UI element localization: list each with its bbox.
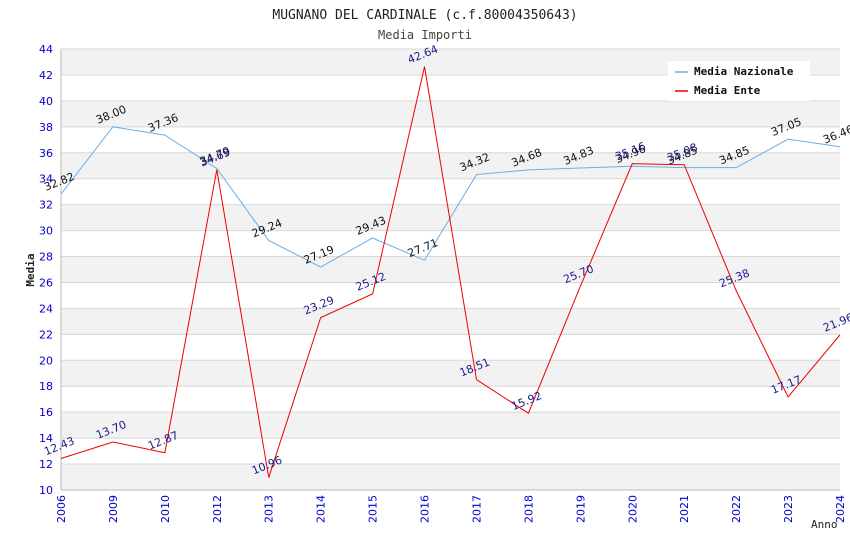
chart-title: MUGNANO DEL CARDINALE (c.f.80004350643) — [272, 8, 577, 23]
grid-band — [61, 308, 840, 335]
y-tick-label: 40 — [39, 95, 53, 108]
x-tick-label: 2021 — [678, 495, 691, 523]
y-tick-label: 30 — [39, 225, 53, 238]
y-tick-label: 14 — [39, 432, 53, 445]
y-tick-label: 22 — [39, 328, 53, 341]
y-tick-label: 18 — [39, 380, 53, 393]
x-tick-labels: 2006 2009 2010 2012 2013 2014 2015 2016 2017 2018… — [55, 495, 847, 523]
y-tick-label: 24 — [39, 302, 53, 315]
x-tick-label: 2017 — [470, 495, 483, 523]
y-tick-label: 10 — [39, 484, 53, 497]
x-tick-label: 2006 — [55, 495, 68, 523]
x-tick-label: 2012 — [211, 495, 224, 523]
grid-band — [61, 100, 840, 127]
grid-band — [61, 152, 840, 179]
y-tick-label: 20 — [39, 354, 53, 367]
x-tick-label: 2020 — [626, 495, 639, 523]
legend-label-nazionale: Media Nazionale — [694, 65, 794, 78]
x-tick-label: 2022 — [730, 495, 743, 523]
grid-bands — [61, 49, 840, 490]
y-tick-label: 16 — [39, 406, 53, 419]
y-tick-label: 44 — [39, 43, 53, 56]
series-line-nazionale — [60, 126, 841, 268]
y-tick-label: 38 — [39, 121, 53, 134]
y-tick-label: 12 — [39, 458, 53, 471]
x-tick-label: 2018 — [522, 495, 535, 523]
grid-band — [61, 256, 840, 283]
y-axis-label: Media — [24, 253, 37, 286]
series-lines — [60, 66, 841, 478]
x-tick-label: 2024 — [834, 495, 847, 523]
legend: Media Nazionale Media Ente — [668, 61, 810, 101]
data-label-ente: 15.92 — [510, 389, 544, 413]
grid-band — [61, 464, 840, 490]
chart-subtitle: Media Importi — [378, 28, 472, 42]
x-axis-label: Anno — [811, 518, 838, 531]
y-tick-label: 34 — [39, 173, 53, 186]
y-tick-label: 26 — [39, 276, 53, 289]
x-tick-label: 2013 — [263, 495, 276, 523]
x-tick-label: 2023 — [782, 495, 795, 523]
y-tick-label: 28 — [39, 251, 53, 264]
legend-label-ente: Media Ente — [694, 84, 761, 97]
grid-band — [61, 412, 840, 439]
x-tick-label: 2015 — [367, 495, 380, 523]
grid-band — [61, 360, 840, 387]
x-tick-label: 2019 — [574, 495, 587, 523]
y-tick-label: 42 — [39, 69, 53, 82]
y-tick-labels: 10 12 14 16 18 20 22 24 26 28 30 32 34 36 38 40 42 44 — [39, 43, 53, 497]
x-tick-label: 2010 — [159, 495, 172, 523]
x-tick-label: 2016 — [419, 495, 432, 523]
legend-box — [668, 61, 810, 101]
y-tick-label: 32 — [39, 199, 53, 212]
y-tick-label: 36 — [39, 147, 53, 160]
axes — [60, 49, 840, 491]
x-tick-label: 2014 — [315, 495, 328, 523]
x-tick-label: 2009 — [107, 495, 120, 523]
series-line-ente — [60, 66, 841, 478]
